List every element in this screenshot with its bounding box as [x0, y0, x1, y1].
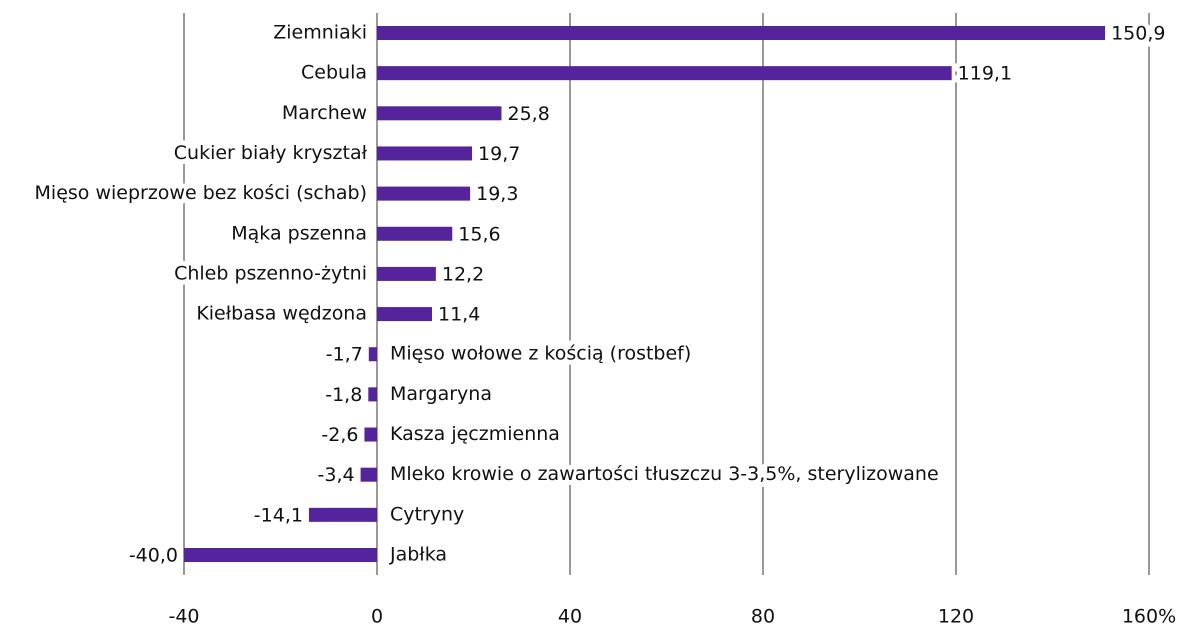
- bar: [364, 427, 377, 442]
- value-label: -1,8: [325, 384, 362, 406]
- category-label: Cytryny: [390, 503, 464, 525]
- x-tick-label: 40: [558, 606, 582, 625]
- category-label: Cebula: [301, 62, 367, 84]
- category-label: Chleb pszenno-żytni: [174, 262, 367, 284]
- bar: [360, 467, 377, 482]
- value-label: 11,4: [438, 304, 480, 326]
- value-label: -14,1: [254, 504, 303, 526]
- bar: [377, 106, 502, 121]
- category-label: Mięso wołowe z kością (rostbef): [390, 343, 691, 365]
- value-label: -1,7: [326, 344, 363, 366]
- value-label: 150,9: [1111, 23, 1165, 45]
- bar: [377, 266, 436, 281]
- category-label: Jabłka: [389, 544, 447, 566]
- category-label: Ziemniaki: [273, 22, 367, 44]
- value-label: 19,3: [476, 183, 518, 205]
- category-label: Mięso wieprzowe bez kości (schab): [35, 182, 367, 204]
- value-label: 12,2: [442, 263, 484, 285]
- value-label: 25,8: [507, 103, 549, 125]
- x-tick-label: 120: [938, 606, 974, 625]
- bar: [368, 387, 377, 402]
- category-label: Mleko krowie o zawartości tłuszczu 3-3,5…: [390, 463, 939, 485]
- bar: [308, 507, 377, 522]
- category-label: Kiełbasa wędzona: [196, 303, 367, 325]
- bar: [184, 548, 377, 562]
- bar: [377, 26, 1106, 40]
- bar: [377, 307, 433, 322]
- value-label: 19,7: [478, 143, 520, 165]
- value-label: -2,6: [321, 424, 358, 446]
- bar: [377, 186, 471, 201]
- value-label: -3,4: [318, 464, 355, 486]
- value-label: -40,0: [129, 545, 178, 567]
- x-tick-label: -40: [168, 606, 199, 625]
- category-label: Mąka pszenna: [231, 222, 367, 244]
- bar: [368, 347, 377, 362]
- category-label: Marchew: [282, 102, 367, 124]
- category-label: Margaryna: [390, 383, 492, 405]
- x-tick-label: 160%: [1122, 606, 1176, 625]
- value-label: 15,6: [458, 223, 500, 245]
- category-label: Kasza jęczmienna: [390, 423, 560, 445]
- bar: [377, 66, 952, 81]
- x-tick-label: 0: [371, 606, 383, 625]
- bar: [377, 226, 453, 241]
- bar: [377, 146, 473, 161]
- value-label: 119,1: [958, 63, 1012, 85]
- category-label: Cukier biały kryształ: [174, 142, 368, 164]
- x-tick-label: 80: [751, 606, 775, 625]
